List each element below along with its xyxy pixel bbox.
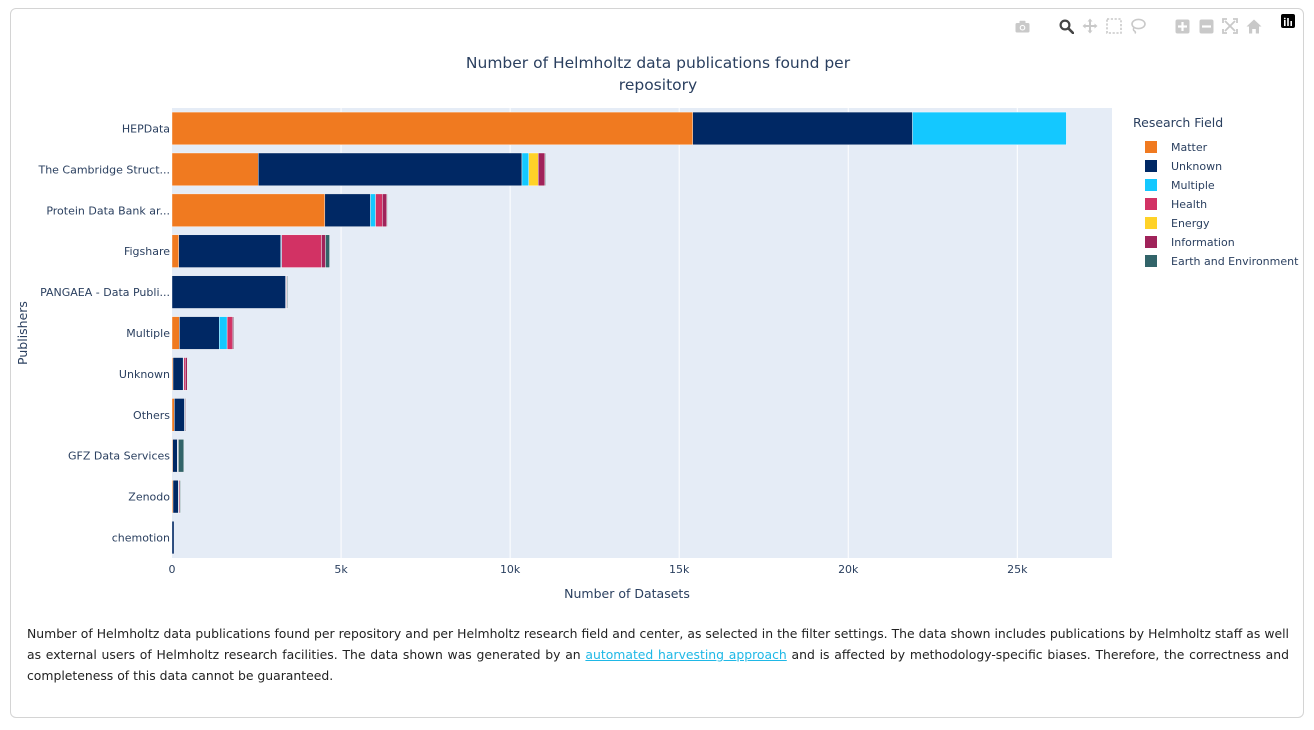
bar-chart: HEPData The Cambridge Struct... Protein Da… (15, 54, 1299, 601)
bar-segment (185, 398, 187, 432)
legend-label: Multiple (1171, 179, 1215, 192)
legend-label: Earth and Environment (1171, 255, 1299, 268)
legend-label: Health (1171, 198, 1207, 211)
bar-segment (187, 357, 188, 391)
bar-segment (174, 398, 185, 432)
bar-segment (382, 193, 387, 227)
chart-title: repository (619, 76, 697, 94)
bar-segment (179, 480, 181, 514)
chart-caption: Number of Helmholtz data publications fo… (27, 623, 1289, 686)
bar-segment (528, 152, 539, 186)
box-select-icon[interactable] (1105, 17, 1123, 35)
x-tick-label: 25k (1007, 563, 1028, 576)
bar-segment (370, 193, 376, 227)
bar-segment (325, 234, 330, 268)
legend-swatch (1145, 198, 1157, 210)
zoom-in-icon[interactable] (1173, 17, 1191, 35)
y-axis-title: Publishers (15, 301, 30, 365)
y-tick-label: GFZ Data Services (68, 450, 170, 463)
plotly-logo-icon[interactable] (1281, 14, 1295, 28)
y-tick-label: chemotion (112, 532, 170, 545)
bar-segment (171, 152, 259, 186)
reset-axes-icon[interactable] (1245, 17, 1263, 35)
bar-segment (226, 316, 233, 350)
automated-harvesting-link[interactable]: automated harvesting approach (585, 647, 787, 662)
bar-segment (321, 234, 326, 268)
bar-segment (171, 111, 693, 146)
legend-swatch (1145, 160, 1157, 172)
bar-segment (172, 357, 184, 391)
legend-swatch (1145, 236, 1157, 248)
bar-segment (521, 152, 529, 186)
bar-segment (184, 357, 188, 391)
zoom-icon[interactable] (1057, 17, 1075, 35)
caption-text-before: Number of Helmholtz data publications fo… (27, 626, 1289, 662)
autoscale-icon[interactable] (1221, 17, 1239, 35)
chart-toolbar (1013, 17, 1263, 35)
x-tick-label: 5k (334, 563, 348, 576)
legend-label: Matter (1171, 141, 1208, 154)
x-tick-label: 15k (669, 563, 690, 576)
y-tick-label: HEPData (122, 122, 170, 135)
pan-icon[interactable] (1081, 17, 1099, 35)
bar-segment (172, 439, 178, 473)
y-tick-label: Others (133, 409, 170, 422)
x-tick-label: 10k (500, 563, 521, 576)
bar-segment (286, 275, 288, 309)
x-tick-label: 0 (169, 563, 176, 576)
bar-segment (324, 193, 371, 227)
chart-card: HEPData The Cambridge Struct... Protein Da… (10, 8, 1304, 718)
bar-segment (171, 316, 180, 350)
camera-icon[interactable] (1013, 17, 1031, 35)
bar-segment (692, 111, 913, 146)
legend-label: Information (1171, 236, 1235, 249)
bar-segment (171, 234, 179, 268)
bar-segment (171, 398, 175, 432)
legend-label: Energy (1171, 217, 1210, 230)
bar-segment (183, 357, 186, 391)
bar-segment (544, 152, 546, 186)
bar-segment (912, 111, 1067, 146)
zoom-out-icon[interactable] (1197, 17, 1215, 35)
x-tick-label: 20k (838, 563, 859, 576)
lasso-icon[interactable] (1129, 17, 1147, 35)
legend-swatch (1145, 217, 1157, 229)
legend-swatch (1145, 179, 1157, 191)
x-axis-title: Number of Datasets (564, 586, 690, 601)
bar-segment (219, 316, 228, 350)
y-tick-label: Zenodo (128, 491, 170, 504)
bar-segment (375, 193, 383, 227)
bar-segment (171, 193, 326, 227)
bar-segment (179, 316, 220, 350)
bar-segment (172, 480, 179, 514)
legend-swatch (1145, 141, 1157, 153)
y-tick-label: Multiple (126, 327, 170, 340)
bar-segment (178, 234, 282, 268)
legend-title: Research Field (1133, 115, 1223, 130)
bar-segment (178, 439, 185, 473)
caption-text-after: and is affected by methodology-specific … (27, 647, 1289, 683)
legend-label: Unknown (1171, 160, 1222, 173)
bar-segment (231, 316, 234, 350)
y-tick-label: Unknown (119, 368, 170, 381)
y-tick-label: PANGAEA - Data Publi... (40, 286, 170, 299)
y-tick-label: Figshare (124, 245, 170, 258)
chart-title: Number of Helmholtz data publications fo… (466, 54, 851, 72)
bar-segment (386, 193, 388, 227)
bar-segment (281, 234, 322, 268)
bar-segment (171, 520, 175, 555)
legend-swatch (1145, 255, 1157, 267)
bar-segment (537, 152, 546, 186)
bar-segment (233, 316, 235, 350)
bar-segment (171, 275, 286, 309)
bar-segment (258, 152, 523, 186)
y-tick-label: Protein Data Bank ar... (46, 204, 170, 217)
y-tick-label: The Cambridge Struct... (37, 163, 170, 176)
